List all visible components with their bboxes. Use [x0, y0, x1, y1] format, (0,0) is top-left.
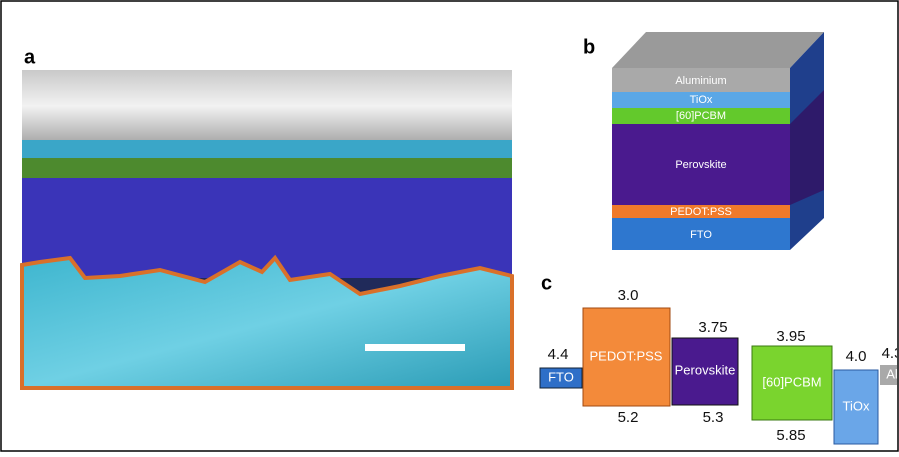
level-value: 5.85	[776, 427, 805, 444]
layer-label: Aluminium	[675, 75, 726, 87]
level-value: 3.75	[698, 319, 727, 336]
level-value: 3.0	[618, 287, 639, 304]
level-value: 5.2	[618, 409, 639, 426]
layer-label: [60]PCBM	[676, 110, 726, 122]
layer-label: Perovskite	[675, 159, 726, 171]
level-name: Perovskite	[675, 362, 736, 377]
level-name: Al	[886, 366, 898, 381]
level-value: 5.3	[703, 409, 724, 426]
sem-image	[22, 70, 512, 388]
level-value: 4.4	[548, 346, 569, 363]
layer-label: PEDOT:PSS	[670, 206, 732, 218]
energy-diagram: FTO PEDOT:PSS Perovskite [60]PCBM TiOx A…	[540, 287, 899, 444]
level-value: 3.95	[776, 328, 805, 345]
level-value: 4.0	[846, 348, 867, 365]
panel-label: b	[583, 36, 595, 58]
layer-label: FTO	[690, 229, 712, 241]
figure: a b Aluminium TiOx [60]PCBM Perovskite P…	[0, 0, 899, 452]
page: a b Aluminium TiOx [60]PCBM Perovskite P…	[0, 0, 899, 452]
panel-label: c	[541, 272, 552, 294]
level-name: [60]PCBM	[762, 374, 821, 389]
level-value: 4.3	[882, 345, 899, 362]
layer-label: TiOx	[690, 94, 713, 106]
level-name: TiOx	[843, 398, 870, 413]
panel-label: a	[24, 46, 36, 68]
level-name: PEDOT:PSS	[590, 348, 663, 363]
level-name: FTO	[548, 369, 574, 384]
